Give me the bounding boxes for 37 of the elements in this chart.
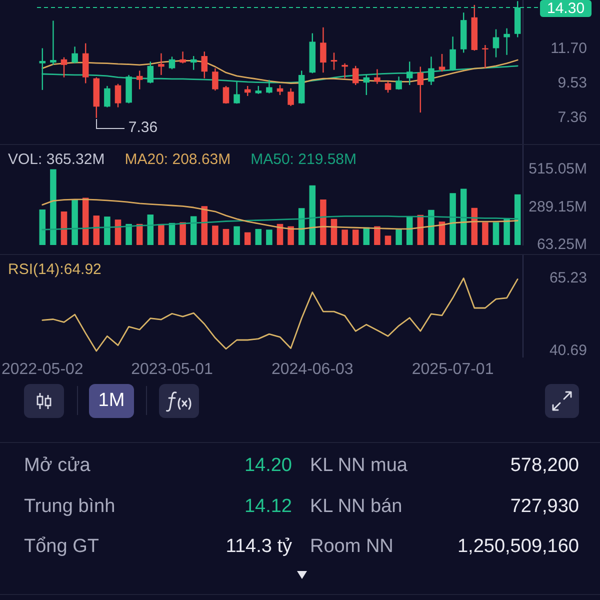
text: MA20: 208.63M [124,151,231,168]
candlestick [482,45,488,68]
candlestick [158,53,164,75]
text: Mở cửa [24,454,90,478]
y-tick-label: 11.70 [550,40,587,58]
candlestick [180,52,186,64]
text: 14.12 [244,494,292,518]
x-tick-label: 2024-06-03 [271,360,354,378]
x-tick-label: 2023-05-01 [131,360,214,378]
y-tick-label: 515.05M [528,160,587,178]
text: 14.20 [244,454,292,478]
text: 1,250,509,160 [457,535,579,559]
y-tick-label: 9.53 [558,74,587,92]
text: Trung bình [24,494,116,518]
text: Room NN [310,535,394,559]
text: Tổng GT [24,535,99,559]
candlestick [504,28,510,55]
y-tick-label: 63.25M [536,236,587,254]
chart-title: VOL: 365.32M [8,151,105,168]
y-tick-label: 65.23 [549,269,587,286]
annotation: 7.36 [128,119,158,136]
text: 114.3 tỷ [226,535,292,559]
x-tick-label: 2025-07-01 [412,360,494,378]
interval-button: 1M [89,384,134,418]
y-tick-label: 289.15M [528,198,587,216]
text: 578,200 [510,454,579,478]
candlestick [374,69,380,84]
y-tick-label: 7.36 [558,109,587,126]
text: KL NN bán [310,494,402,518]
x-tick-label: 2022-05-02 [1,360,84,378]
y-tick-label: 40.69 [549,342,587,360]
ref-line-label: 14.30 [546,0,585,18]
candlestick [50,20,56,65]
text: 727,930 [510,494,579,518]
text: MA50: 219.58M [250,151,357,168]
text: KL NN mua [310,454,408,478]
text: RSI(14):64.92 [8,261,102,278]
